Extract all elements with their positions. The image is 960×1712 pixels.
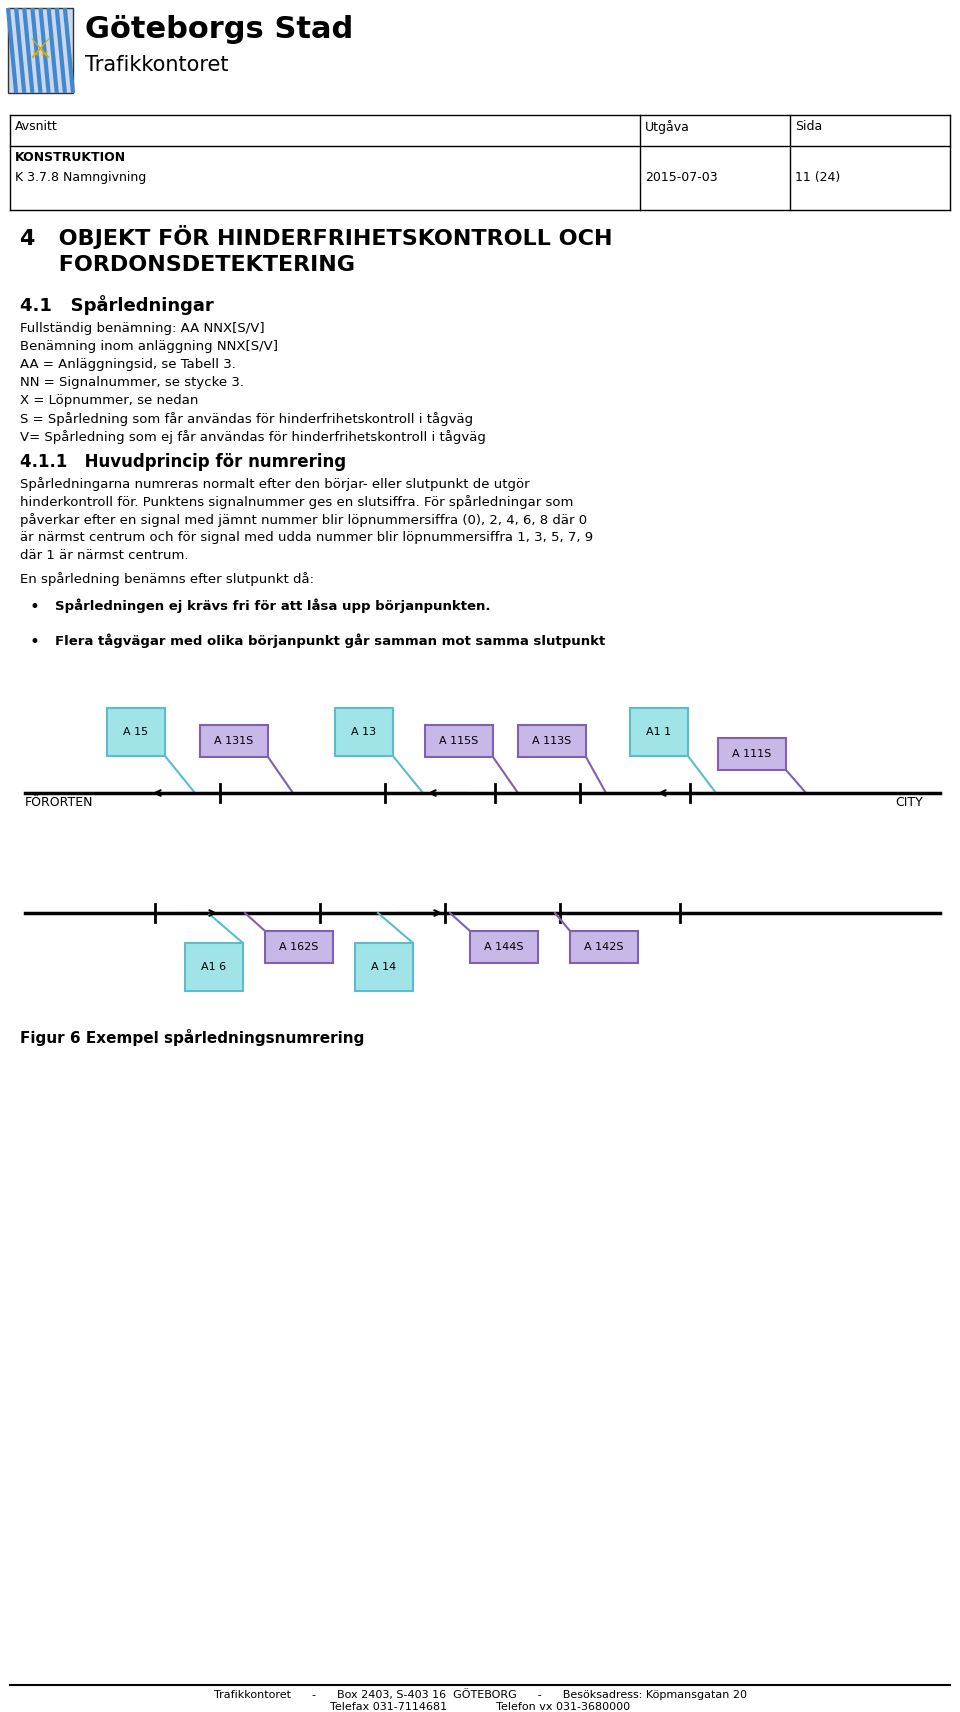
Bar: [425, 724, 493, 757]
Bar: [8, 9, 73, 92]
Bar: [200, 724, 268, 757]
Text: A1 6: A1 6: [202, 962, 227, 972]
Text: där 1 är närmst centrum.: där 1 är närmst centrum.: [20, 550, 188, 562]
Text: •: •: [30, 597, 40, 616]
Bar: [718, 738, 786, 770]
Text: •: •: [30, 633, 40, 651]
Bar: [518, 724, 586, 757]
Bar: [265, 931, 333, 964]
Text: Trafikkontoret      -      Box 2403, S-403 16  GÖTEBORG      -      Besöksadress: Trafikkontoret - Box 2403, S-403 16 GÖTE…: [213, 1688, 747, 1700]
Text: Flera tågvägar med olika börjanpunkt går samman mot samma slutpunkt: Flera tågvägar med olika börjanpunkt går…: [55, 633, 605, 647]
Bar: [630, 709, 688, 757]
Text: A 142S: A 142S: [585, 942, 624, 952]
Text: Figur 6 Exempel spårledningsnumrering: Figur 6 Exempel spårledningsnumrering: [20, 1029, 365, 1046]
Text: S = Spårledning som får användas för hinderfrihetskontroll i tågväg: S = Spårledning som får användas för hin…: [20, 413, 473, 426]
Text: NN = Signalnummer, se stycke 3.: NN = Signalnummer, se stycke 3.: [20, 377, 244, 389]
Text: A 131S: A 131S: [214, 736, 253, 746]
Text: ⚔: ⚔: [28, 36, 53, 63]
Text: 11 (24): 11 (24): [795, 171, 840, 183]
Text: Avsnitt: Avsnitt: [15, 120, 58, 134]
Text: Göteborgs Stad: Göteborgs Stad: [85, 15, 353, 45]
Text: Telefax 031-7114681              Telefon vx 031-3680000: Telefax 031-7114681 Telefon vx 031-36800…: [330, 1702, 630, 1712]
Text: Sida: Sida: [795, 120, 823, 134]
Text: 4.1.1   Huvudprincip för numrering: 4.1.1 Huvudprincip för numrering: [20, 454, 347, 471]
Bar: [355, 943, 413, 991]
Text: K 3.7.8 Namngivning: K 3.7.8 Namngivning: [15, 171, 146, 183]
Text: är närmst centrum och för signal med udda nummer blir löpnummersiffra 1, 3, 5, 7: är närmst centrum och för signal med udd…: [20, 531, 593, 544]
Text: CITY: CITY: [895, 796, 923, 810]
Text: A 144S: A 144S: [484, 942, 524, 952]
Text: påverkar efter en signal med jämnt nummer blir löpnummersiffra (0), 2, 4, 6, 8 d: påverkar efter en signal med jämnt numme…: [20, 514, 588, 527]
Text: X = Löpnummer, se nedan: X = Löpnummer, se nedan: [20, 394, 199, 407]
Text: 4.1   Spårledningar: 4.1 Spårledningar: [20, 294, 214, 315]
Text: AA = Anläggningsid, se Tabell 3.: AA = Anläggningsid, se Tabell 3.: [20, 358, 236, 372]
Text: 2015-07-03: 2015-07-03: [645, 171, 718, 183]
Text: A 15: A 15: [124, 728, 149, 736]
Text: A 13: A 13: [351, 728, 376, 736]
Text: hinderkontroll för. Punktens signalnummer ges en slutsiffra. För spårledningar s: hinderkontroll för. Punktens signalnumme…: [20, 495, 573, 508]
Bar: [107, 709, 165, 757]
Text: En spårledning benämns efter slutpunkt då:: En spårledning benämns efter slutpunkt d…: [20, 572, 314, 586]
Bar: [335, 709, 393, 757]
Text: A 113S: A 113S: [533, 736, 571, 746]
Text: Spårledningen ej krävs fri för att låsa upp börjanpunkten.: Spårledningen ej krävs fri för att låsa …: [55, 597, 491, 613]
Text: V= Spårledning som ej får användas för hinderfrihetskontroll i tågväg: V= Spårledning som ej får användas för h…: [20, 430, 486, 443]
Text: Benämning inom anläggning NNX[S/V]: Benämning inom anläggning NNX[S/V]: [20, 341, 278, 353]
Text: FORDONSDETEKTERING: FORDONSDETEKTERING: [20, 255, 355, 276]
Bar: [185, 943, 243, 991]
Text: Spårledningarna numreras normalt efter den börjar- eller slutpunkt de utgör: Spårledningarna numreras normalt efter d…: [20, 478, 530, 491]
Text: FÖRORTEN: FÖRORTEN: [25, 796, 93, 810]
Text: A 115S: A 115S: [440, 736, 479, 746]
Bar: [570, 931, 638, 964]
Text: Trafikkontoret: Trafikkontoret: [85, 55, 228, 75]
Text: 4   OBJEKT FÖR HINDERFRIHETSKONTROLL OCH: 4 OBJEKT FÖR HINDERFRIHETSKONTROLL OCH: [20, 224, 612, 248]
Text: A 162S: A 162S: [279, 942, 319, 952]
Text: Fullständig benämning: AA NNX[S/V]: Fullständig benämning: AA NNX[S/V]: [20, 322, 265, 336]
Text: A 14: A 14: [372, 962, 396, 972]
Text: A 111S: A 111S: [732, 750, 772, 758]
Bar: [470, 931, 538, 964]
Text: Utgåva: Utgåva: [645, 120, 690, 134]
Text: A1 1: A1 1: [646, 728, 672, 736]
Text: KONSTRUKTION: KONSTRUKTION: [15, 151, 126, 164]
